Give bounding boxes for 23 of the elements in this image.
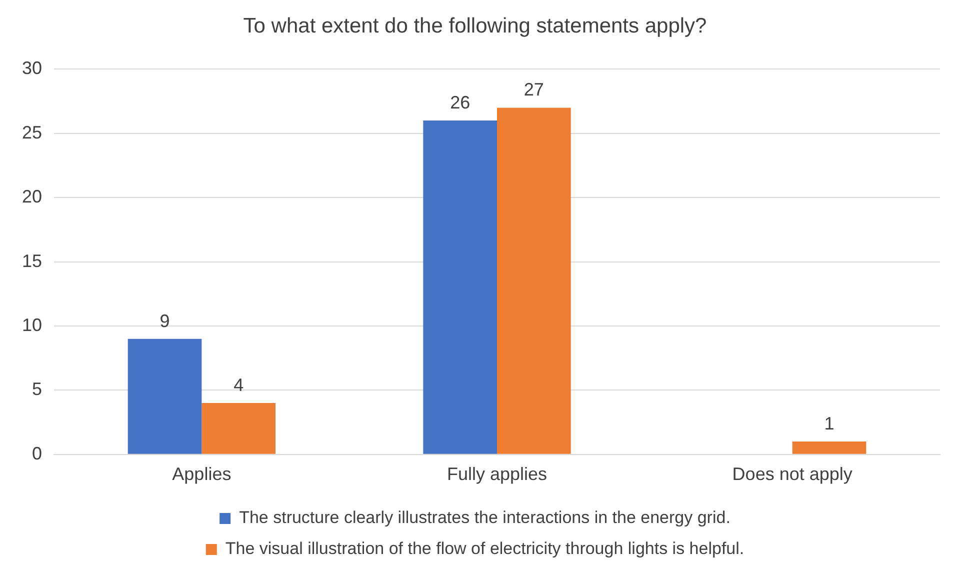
data-label: 26	[450, 92, 470, 113]
y-tick-label: 30	[22, 58, 42, 78]
data-label: 9	[160, 310, 170, 331]
y-tick-label: 15	[22, 250, 42, 271]
y-tick-label: 25	[22, 122, 42, 142]
legend-label: The structure clearly illustrates the interactions in the energy grid.	[239, 508, 730, 528]
data-label: 1	[824, 414, 834, 434]
y-tick-label: 0	[32, 443, 42, 464]
y-tick-label: 20	[22, 186, 42, 207]
x-tick-label: Does not apply	[732, 464, 852, 484]
x-tick-label: Applies	[172, 464, 232, 484]
data-label: 4	[234, 375, 244, 396]
y-tick-label: 10	[22, 314, 42, 335]
bar	[497, 108, 571, 454]
bar	[423, 120, 498, 454]
bar	[792, 442, 866, 454]
legend-label: The visual illustration of the flow of electricity through lights is helpful.	[225, 539, 744, 558]
bar	[202, 403, 276, 454]
x-tick-label: Fully applies	[446, 464, 548, 484]
bar	[128, 338, 202, 454]
chart-title: To what extent do the following statements apply?	[243, 14, 707, 38]
y-tick-label: 5	[32, 379, 42, 400]
data-label: 27	[524, 80, 544, 100]
